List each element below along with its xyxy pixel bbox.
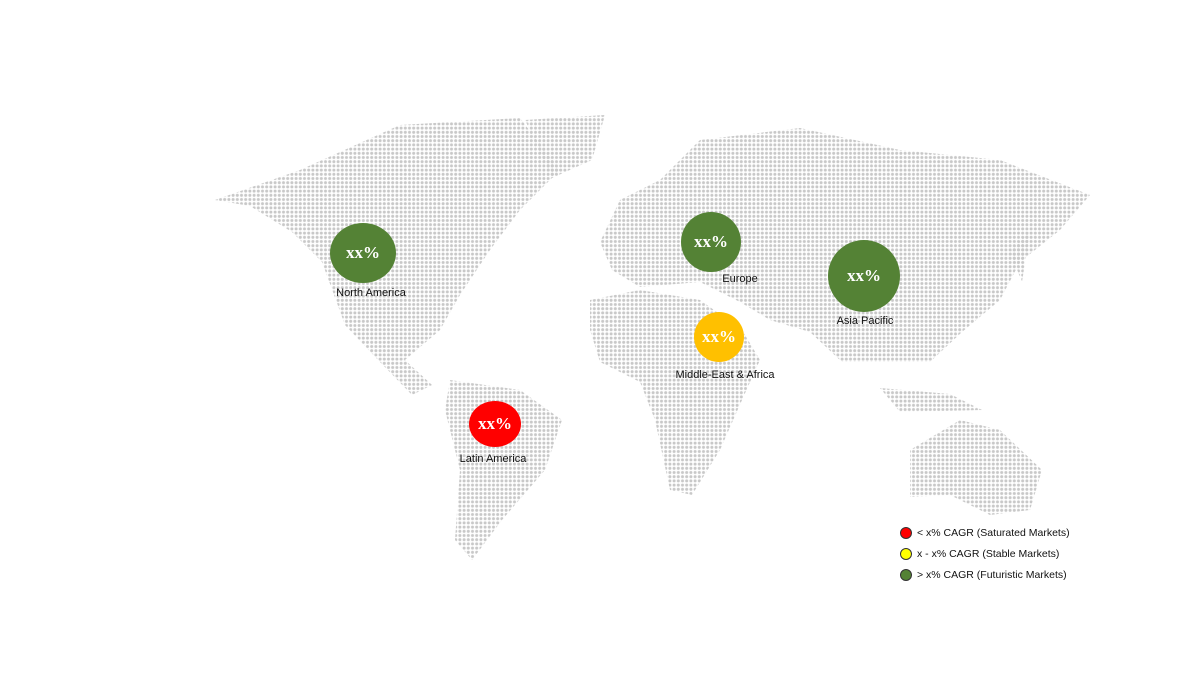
asia-pacific-bubble: xx%: [828, 240, 900, 312]
greenland-landmass: [525, 115, 605, 178]
yellow-dot-icon: [900, 547, 912, 560]
latin-america-bubble: xx%: [469, 401, 521, 447]
japan-landmass: [1010, 230, 1030, 282]
indonesia-landmass: [880, 388, 982, 412]
middle-east-africa-label: Middle-East & Africa: [675, 369, 775, 381]
north-america-bubble: xx%: [330, 223, 396, 283]
legend-item-futuristic: > x% CAGR (Futuristic Markets): [900, 564, 1070, 585]
legend-item-saturated: < x% CAGR (Saturated Markets): [900, 522, 1070, 543]
legend: < x% CAGR (Saturated Markets) x - x% CAG…: [900, 522, 1070, 585]
green-dot-icon: [900, 568, 912, 581]
latin-america-label: Latin America: [459, 453, 527, 465]
europe-bubble: xx%: [681, 212, 741, 272]
legend-label: > x% CAGR (Futuristic Markets): [917, 568, 1067, 581]
legend-item-stable: x - x% CAGR (Stable Markets): [900, 543, 1070, 564]
legend-label: < x% CAGR (Saturated Markets): [917, 526, 1070, 539]
north-america-label: North America: [336, 287, 406, 299]
asia-pacific-label: Asia Pacific: [836, 315, 894, 327]
middle-east-africa-bubble: xx%: [694, 312, 744, 362]
red-dot-icon: [900, 526, 912, 539]
legend-label: x - x% CAGR (Stable Markets): [917, 547, 1060, 560]
australia-landmass: [910, 420, 1042, 515]
europe-label: Europe: [722, 273, 758, 285]
